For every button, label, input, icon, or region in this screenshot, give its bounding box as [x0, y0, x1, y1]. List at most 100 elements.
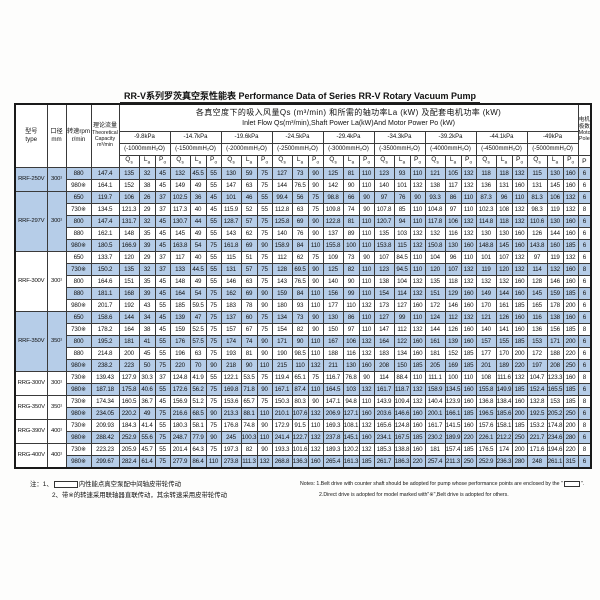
la-cell: 39 [138, 286, 156, 300]
po-cell: 132 [409, 382, 426, 396]
la-cell: 110 [342, 298, 360, 312]
po-cell: 37 [154, 190, 171, 204]
qs-cell: 130 [475, 226, 497, 240]
la-cell: 138.8 [393, 442, 411, 456]
la-cell: 64.3 [189, 442, 207, 456]
performance-table: 型号 type 口径 mm 转速rpm r/min 理论流量 Theoretic… [14, 103, 593, 469]
la-cell: 90 [291, 334, 309, 348]
qs-cell: 273.8 [220, 454, 242, 468]
la-cell: 122 [393, 334, 411, 348]
po-cell: 110 [409, 202, 426, 216]
la-cell: 26 [138, 190, 156, 204]
bore-cell: 400¹ [46, 442, 67, 468]
po-cell: 160 [511, 394, 528, 408]
po-cell: 132 [409, 394, 426, 408]
qs-cell: 123 [373, 262, 395, 276]
la-cell: 188 [546, 346, 564, 360]
qs-cell: 157.6 [475, 418, 497, 432]
col-qs-header: Qs [526, 154, 548, 168]
qs-cell: 140 [271, 226, 293, 240]
po-cell: 55 [205, 166, 222, 180]
po-cell: 132 [511, 250, 528, 264]
qs-cell: 104 [424, 250, 446, 264]
pole-cell: 6 [577, 190, 592, 204]
notes-english: Notes: 1.Belt drive with counter shaft s… [300, 479, 592, 501]
capacity-cell: 164.1 [90, 178, 120, 192]
la-cell: 93 [393, 166, 411, 180]
la-cell: 84 [291, 286, 309, 300]
la-cell: 88.4 [393, 370, 411, 384]
qs-cell: 112.8 [271, 202, 293, 216]
la-cell: 161.3 [342, 454, 360, 468]
po-cell: 185 [562, 238, 579, 252]
la-cell: 85 [393, 202, 411, 216]
qs-cell: 136 [475, 178, 497, 192]
pole-cell: 8 [577, 418, 592, 432]
capacity-cell: 133.7 [90, 250, 120, 264]
la-cell: 157.4 [444, 442, 462, 456]
la-cell: 40 [189, 202, 207, 216]
la-cell: 49 [189, 274, 207, 288]
pole-cell: 8 [577, 442, 592, 456]
po-cell: 55 [154, 298, 171, 312]
qs-cell: 107.8 [373, 202, 395, 216]
la-cell: 100.3 [240, 430, 258, 444]
la-cell: 107.6 [291, 406, 309, 420]
qs-cell: 189.3 [322, 442, 344, 456]
la-cell: 150 [393, 358, 411, 372]
capacity-cell: 180.5 [90, 238, 120, 252]
qs-cell: 127 [373, 310, 395, 324]
la-cell: 74 [342, 202, 360, 216]
table-row: RRG-390V 400¹ 730※ 209.93 184.3 41.4 55 180.3 58… [14, 418, 592, 444]
pressure-mmh2o-header: (-1500mmH₂O) [169, 142, 222, 156]
po-cell: 110 [358, 310, 375, 324]
pole-cell: 8 [577, 202, 592, 216]
qs-cell: 158.9 [424, 382, 446, 396]
la-cell: 123.3 [546, 370, 564, 384]
po-cell: 110 [307, 418, 324, 432]
capacity-cell: 238.2 [90, 358, 120, 372]
po-cell: 55 [256, 190, 273, 204]
capacity-header-cn: 理论流量 [92, 123, 117, 130]
qs-cell: 134 [271, 310, 293, 324]
la-cell: 132 [495, 274, 513, 288]
po-cell: 132 [460, 274, 477, 288]
la-cell: 62 [291, 250, 309, 264]
la-cell: 212.2 [495, 430, 513, 444]
la-cell: 76.8 [342, 370, 360, 384]
bore-cell: 300¹ [46, 166, 67, 192]
la-cell: 103 [393, 226, 411, 240]
po-cell: 132 [460, 178, 477, 192]
table-row: 800 164.6 151 35 45 148 49 55 146 63 75 143 76.5 90 14… [15, 274, 592, 288]
la-cell: 114 [393, 286, 411, 300]
qs-cell: 206.9 [322, 406, 344, 420]
la-cell: 165.5 [546, 382, 564, 396]
la-cell: 185.6 [495, 406, 513, 420]
col-speed-header: 转速rpm r/min [65, 103, 92, 168]
qs-cell: 205.9 [118, 442, 140, 456]
la-cell: 53.5 [240, 370, 258, 384]
po-cell: 90 [307, 178, 324, 192]
la-cell: 66 [342, 190, 360, 204]
table-row: RRG-400V 400¹ 730※ 223.23 205.9 45.7 55 201.4 64… [14, 442, 592, 468]
qs-cell: 252.9 [118, 430, 140, 444]
po-cell: 160 [460, 382, 477, 396]
la-cell: 44 [189, 214, 207, 228]
qs-cell: 120 [424, 262, 446, 276]
qs-cell: 220 [169, 358, 191, 372]
speed-cell: 730※ [65, 322, 92, 336]
qs-cell: 162 [220, 286, 242, 300]
po-cell: 55 [154, 442, 171, 456]
qs-cell: 132 [169, 166, 191, 180]
la-cell: 153 [546, 394, 564, 408]
qs-cell: 180 [271, 298, 293, 312]
qs-cell: 132 [475, 274, 497, 288]
po-cell: 90 [307, 214, 324, 228]
pole-cell: 6 [577, 214, 592, 228]
po-cell: 132 [562, 250, 579, 264]
po-cell: 200 [562, 334, 579, 348]
pole-cell: 6 [577, 286, 592, 300]
la-cell: 126 [444, 322, 462, 336]
la-cell: 57 [240, 214, 258, 228]
po-cell: 90 [307, 322, 324, 336]
